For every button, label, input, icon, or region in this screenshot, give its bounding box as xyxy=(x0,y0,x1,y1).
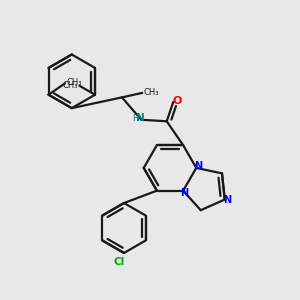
Text: CH₃: CH₃ xyxy=(144,88,159,97)
Text: N: N xyxy=(223,194,231,205)
Text: N: N xyxy=(136,113,145,123)
Text: CH₃: CH₃ xyxy=(67,78,82,87)
Text: CH₃: CH₃ xyxy=(62,81,78,90)
Text: N: N xyxy=(194,161,202,171)
Text: Cl: Cl xyxy=(113,256,124,266)
Text: N: N xyxy=(180,188,188,198)
Text: O: O xyxy=(172,96,182,106)
Text: H: H xyxy=(133,114,139,123)
